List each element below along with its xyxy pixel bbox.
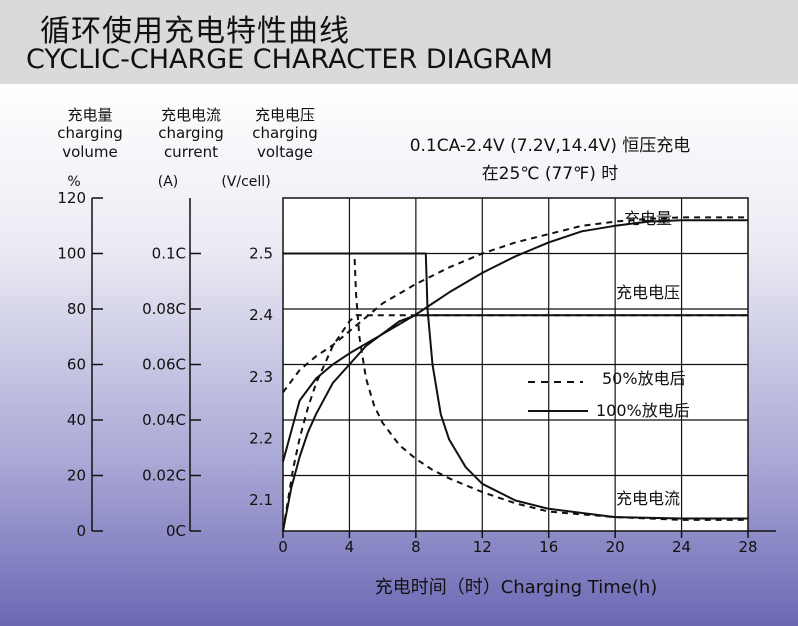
current-axis-unit: (A) [158,174,179,190]
volume-tick-label: 80 [67,300,86,318]
volume-axis-label-cn: 充电量 [67,106,112,124]
current-axis-label-en1: charging [158,124,224,142]
voltage-axis-label-en2: voltage [257,143,313,161]
voltage-axis-label-cn: 充电电压 [255,106,315,124]
x-tick-label: 24 [672,538,691,556]
volume-tick-label: 40 [67,411,86,429]
legend-solid-label: 100%放电后 [596,401,690,420]
current-axis-label-en2: current [164,143,218,161]
chart-subtitle: 在25℃ (77℉) 时 [482,164,619,184]
chart-title: 0.1CA-2.4V (7.2V,14.4V) 恒压充电 [410,136,691,156]
volume-tick-label: 20 [67,467,86,485]
voltage-axis-unit: (V/cell) [221,174,270,190]
volume-dashed-series-line [282,216,748,393]
current-axis-label-cn: 充电电流 [161,106,221,124]
current-tick-label: 0.1C [152,245,186,263]
current-tick-label: 0.08C [142,300,186,318]
volume-axis-label-en1: charging [57,124,123,142]
voltage-dashed-series-line [282,314,748,532]
voltage-tick-label: 2.1 [249,491,273,509]
x-tick-label: 20 [606,538,625,556]
axis-ticks: 0204060801001200C0.02C0.04C0.06C0.08C0.1… [57,189,776,556]
x-tick-label: 16 [539,538,558,556]
volume-axis-unit: % [67,174,80,190]
title-english: CYCLIC-CHARGE CHARACTER DIAGRAM [26,44,553,75]
legend-dashed-label: 50%放电后 [602,369,686,388]
volume-tick-label: 60 [67,356,86,374]
volume-solid-series-line [282,219,748,462]
x-tick-label: 4 [345,538,355,556]
series-group [282,216,748,532]
current-solid-series-line [283,252,748,520]
series-label-current: 充电电流 [616,489,680,508]
current-tick-label: 0C [166,522,186,540]
voltage-tick-label: 2.4 [249,306,273,324]
volume-axis-label-en2: volume [62,143,118,161]
x-tick-label: 8 [411,538,421,556]
voltage-tick-label: 2.5 [249,245,273,263]
current-tick-label: 0.02C [142,467,186,485]
voltage-tick-label: 2.3 [249,368,273,386]
current-tick-label: 0.04C [142,411,186,429]
series-label-volume: 充电量 [624,209,672,228]
x-tick-label: 28 [738,538,757,556]
voltage-axis-label-en1: charging [252,124,318,142]
current-tick-label: 0.06C [142,356,186,374]
series-label-voltage: 充电电压 [616,283,680,302]
x-tick-label: 12 [473,538,492,556]
x-tick-label: 0 [278,538,288,556]
x-axis-label: 充电时间（时）Charging Time(h) [375,577,658,598]
header-bar: 循环使用充电特性曲线 CYCLIC-CHARGE CHARACTER DIAGR… [0,0,798,84]
volume-tick-label: 100 [57,245,86,263]
voltage-tick-label: 2.2 [249,430,273,448]
title-chinese: 循环使用充电特性曲线 [40,14,350,49]
volume-tick-label: 0 [76,522,86,540]
volume-tick-label: 120 [57,189,86,207]
